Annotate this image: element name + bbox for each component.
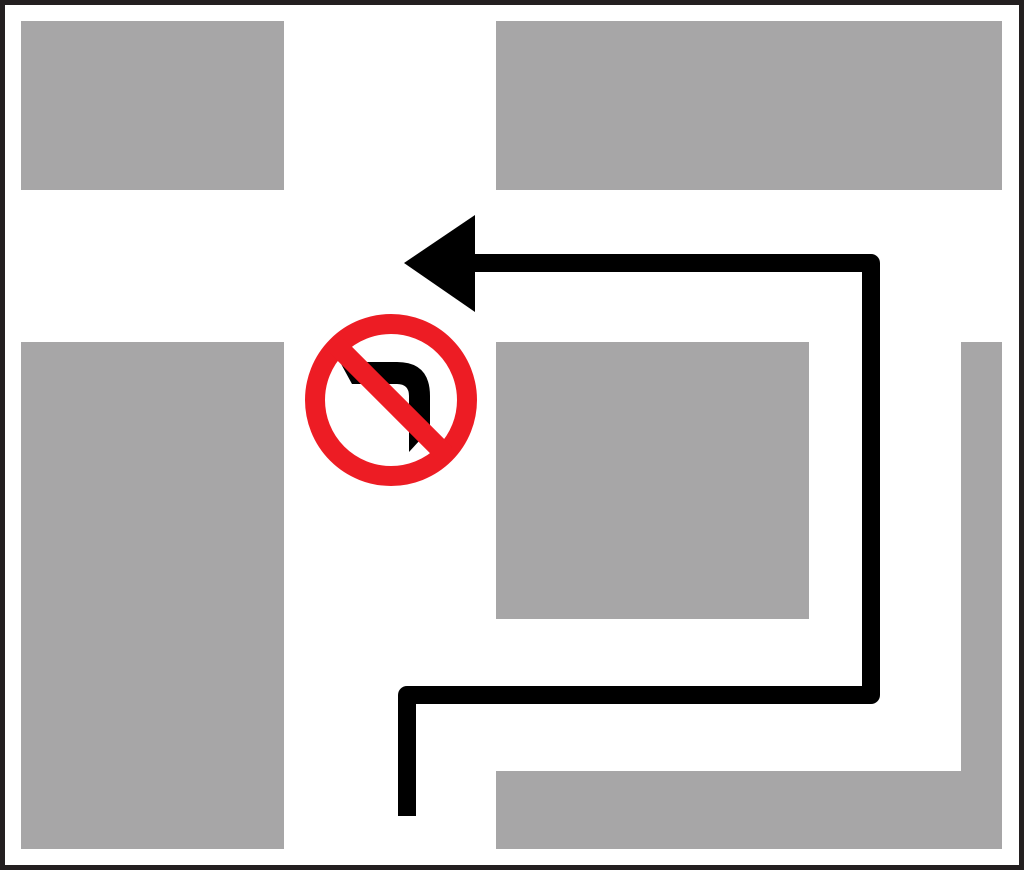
detour-arrow-head (404, 215, 475, 312)
block-bottom-left (21, 342, 284, 849)
detour-arrow-icon (398, 215, 880, 816)
block-top-right (496, 21, 1002, 190)
turn-arrow-symbol (340, 362, 430, 452)
block-center (496, 342, 809, 619)
block-right-strip (961, 342, 1002, 849)
sign-slash (329, 338, 453, 462)
no-left-turn-icon (305, 314, 477, 486)
sign-ring (305, 314, 477, 486)
block-bottom-right (496, 771, 1002, 849)
detour-route-line (398, 254, 880, 816)
city-blocks (21, 21, 1002, 849)
block-top-left (21, 21, 284, 190)
